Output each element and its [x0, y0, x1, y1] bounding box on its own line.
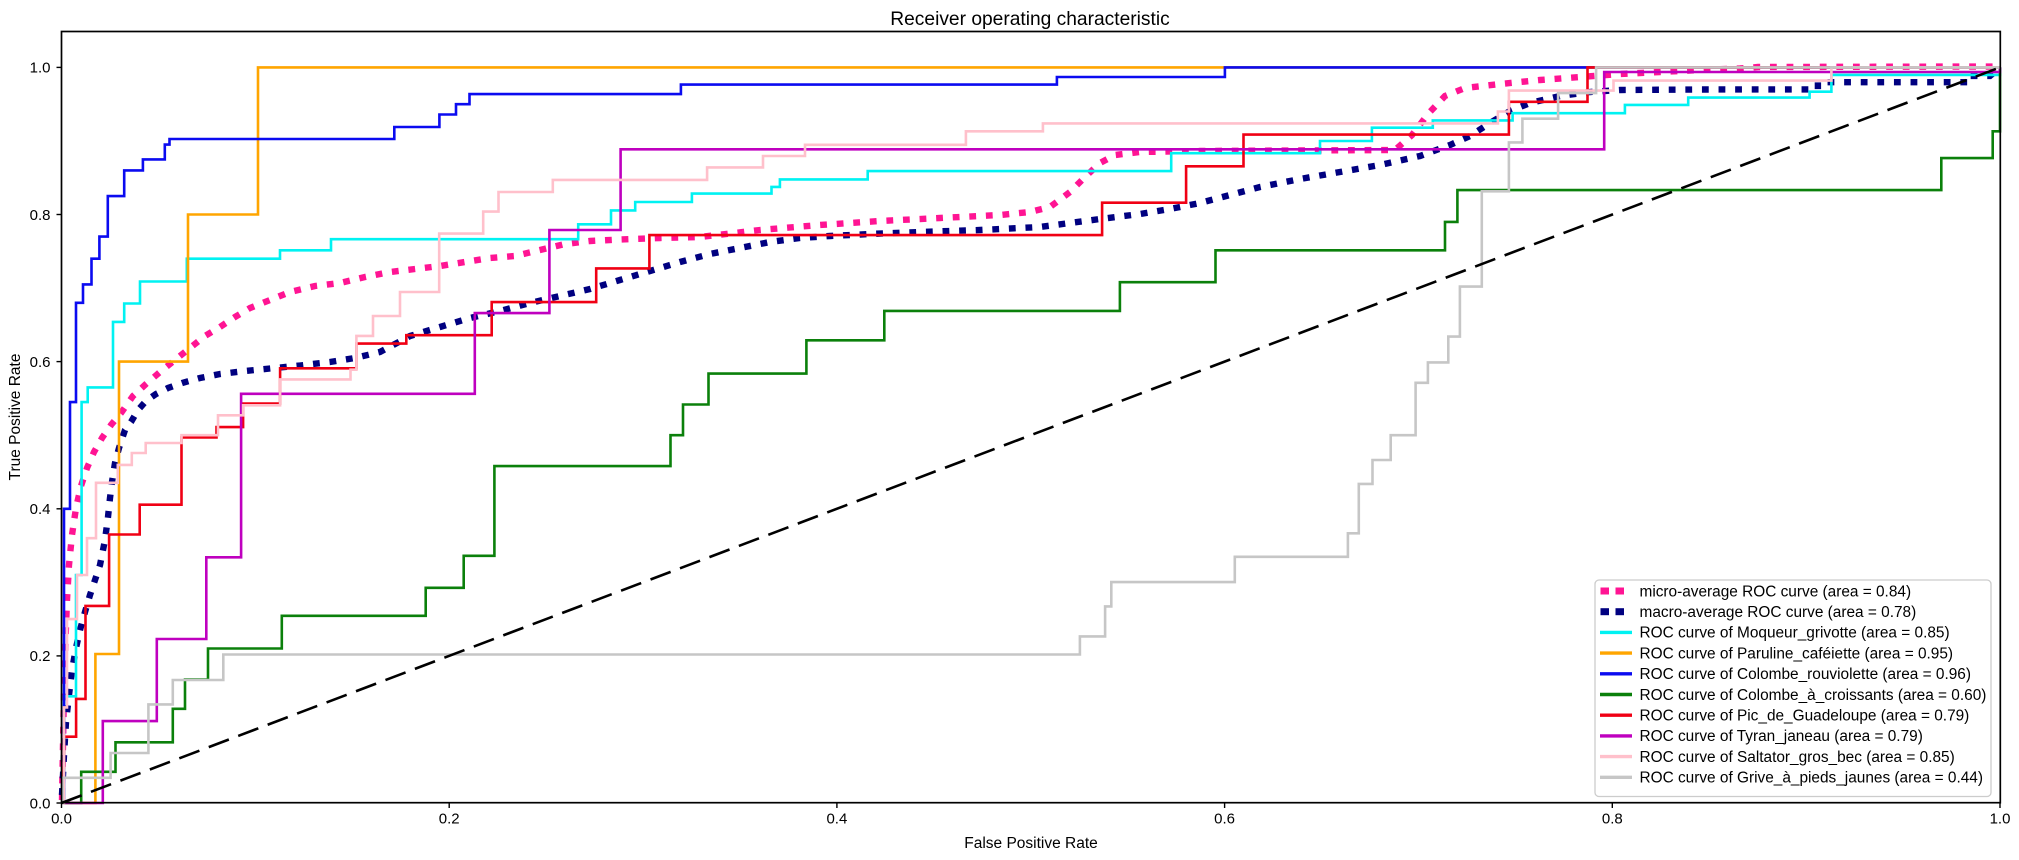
svg-text:0.4: 0.4 — [30, 501, 51, 518]
svg-text:1.0: 1.0 — [30, 60, 51, 77]
svg-text:ROC curve of Colombe_à_croissa: ROC curve of Colombe_à_croissants (area … — [1640, 687, 1987, 704]
svg-text:0.2: 0.2 — [439, 811, 460, 828]
svg-text:ROC curve of Colombe_rouviolet: ROC curve of Colombe_rouviolette (area =… — [1640, 666, 1972, 683]
svg-text:ROC curve of Paruline_caféiett: ROC curve of Paruline_caféiette (area = … — [1640, 645, 1954, 662]
svg-text:1.0: 1.0 — [1990, 811, 2011, 828]
svg-text:0.4: 0.4 — [826, 811, 847, 828]
svg-text:ROC curve of Moqueur_grivotte: ROC curve of Moqueur_grivotte (area = 0.… — [1640, 625, 1950, 642]
svg-text:0.6: 0.6 — [1214, 811, 1235, 828]
svg-text:0.0: 0.0 — [51, 811, 72, 828]
svg-text:0.2: 0.2 — [30, 648, 51, 665]
svg-text:0.0: 0.0 — [30, 795, 51, 812]
svg-text:0.8: 0.8 — [1602, 811, 1623, 828]
svg-text:micro-average ROC curve (area: micro-average ROC curve (area = 0.84) — [1640, 583, 1912, 600]
svg-text:ROC curve of Grive_à_pieds_jau: ROC curve of Grive_à_pieds_jaunes (area … — [1640, 770, 1983, 787]
svg-text:Receiver operating characteris: Receiver operating characteristic — [890, 9, 1170, 30]
svg-text:0.8: 0.8 — [30, 207, 51, 224]
svg-text:macro-average ROC curve (area: macro-average ROC curve (area = 0.78) — [1640, 604, 1917, 621]
svg-text:0.6: 0.6 — [30, 354, 51, 371]
svg-text:ROC curve of Saltator_gros_bec: ROC curve of Saltator_gros_bec (area = 0… — [1640, 749, 1955, 766]
svg-text:ROC curve of Tyran_janeau (are: ROC curve of Tyran_janeau (area = 0.79) — [1640, 728, 1923, 745]
svg-text:False Positive Rate: False Positive Rate — [964, 835, 1098, 852]
svg-text:True Positive Rate: True Positive Rate — [7, 354, 24, 481]
svg-text:ROC curve of Pic_de_Guadeloupe: ROC curve of Pic_de_Guadeloupe (area = 0… — [1640, 708, 1970, 725]
